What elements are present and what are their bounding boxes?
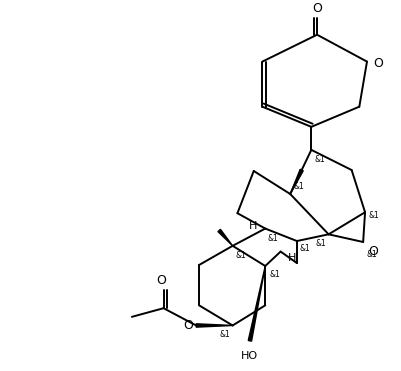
Text: &1: &1 (269, 270, 280, 279)
Text: &1: &1 (314, 155, 325, 164)
Text: &1: &1 (300, 244, 310, 253)
Polygon shape (248, 266, 265, 341)
Text: O: O (374, 57, 384, 70)
Text: HO: HO (241, 351, 259, 361)
Text: &1: &1 (235, 251, 246, 260)
Text: O: O (157, 274, 166, 287)
Text: O: O (183, 319, 193, 332)
Text: &1: &1 (369, 211, 380, 220)
Text: &1: &1 (219, 330, 230, 339)
Text: H: H (288, 253, 296, 263)
Text: O: O (368, 245, 378, 258)
Polygon shape (218, 229, 233, 246)
Text: &1: &1 (316, 239, 327, 248)
Text: H: H (249, 221, 257, 231)
Polygon shape (290, 169, 303, 194)
Text: &1: &1 (367, 250, 378, 259)
Text: &1: &1 (267, 234, 278, 243)
Polygon shape (196, 324, 233, 327)
Text: O: O (312, 1, 322, 14)
Text: &1: &1 (293, 182, 304, 191)
